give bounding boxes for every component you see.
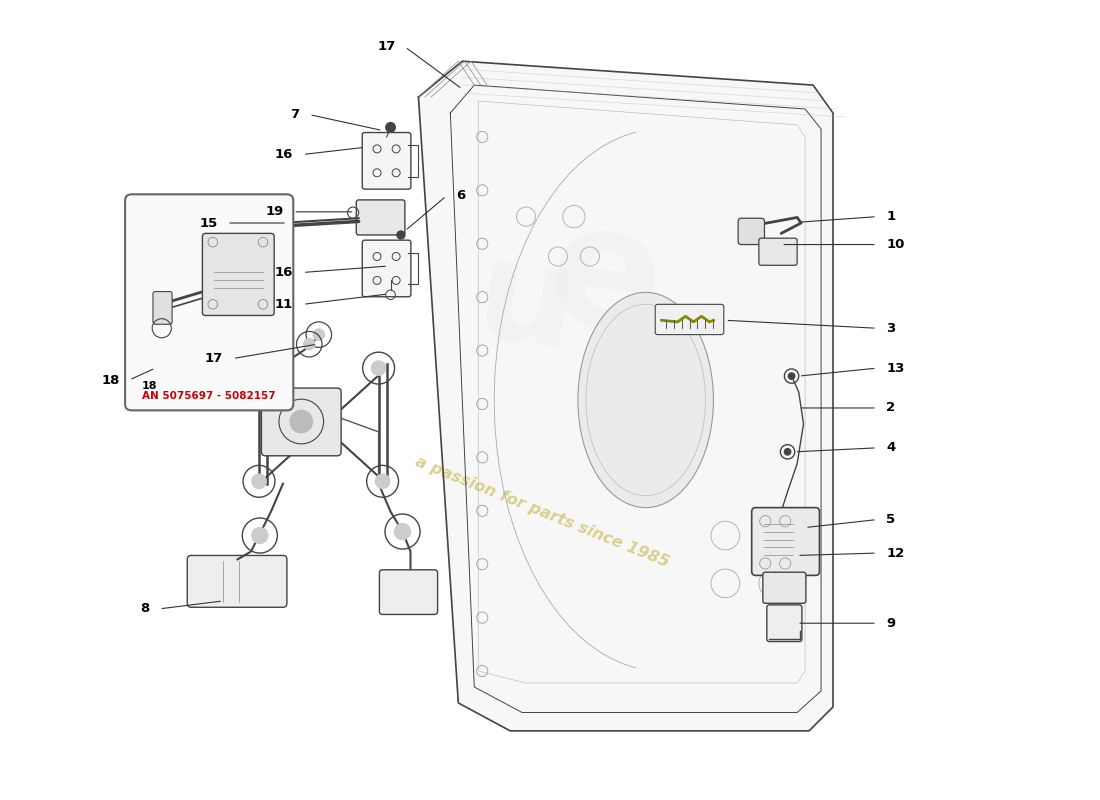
Text: 11: 11 (275, 298, 294, 311)
FancyBboxPatch shape (125, 194, 294, 410)
Circle shape (375, 474, 389, 489)
Circle shape (789, 373, 794, 379)
Circle shape (314, 329, 324, 340)
Text: 17: 17 (377, 40, 395, 54)
FancyBboxPatch shape (262, 388, 341, 456)
Text: 1: 1 (887, 210, 895, 223)
Circle shape (372, 361, 386, 375)
FancyBboxPatch shape (738, 218, 764, 245)
Text: 19: 19 (265, 206, 284, 218)
Circle shape (397, 231, 405, 239)
FancyBboxPatch shape (356, 200, 405, 235)
Text: u: u (468, 230, 584, 378)
FancyBboxPatch shape (767, 605, 802, 642)
FancyBboxPatch shape (202, 234, 274, 315)
Circle shape (290, 410, 312, 433)
Text: AN 5075697 - 5082157: AN 5075697 - 5082157 (142, 391, 275, 401)
Text: 18: 18 (101, 374, 120, 386)
Text: 16: 16 (275, 148, 294, 161)
Text: 7: 7 (290, 108, 299, 121)
Circle shape (252, 474, 266, 489)
Text: 2: 2 (887, 402, 895, 414)
Text: a passion for parts since 1985: a passion for parts since 1985 (412, 454, 671, 570)
FancyBboxPatch shape (763, 572, 806, 603)
Text: 6: 6 (455, 190, 465, 202)
FancyBboxPatch shape (379, 570, 438, 614)
FancyBboxPatch shape (751, 508, 820, 575)
Text: 9: 9 (887, 617, 895, 630)
Circle shape (395, 523, 410, 539)
FancyBboxPatch shape (656, 304, 724, 334)
FancyBboxPatch shape (362, 133, 411, 189)
Circle shape (386, 122, 395, 132)
Text: 18: 18 (142, 381, 157, 390)
Text: 16: 16 (275, 266, 294, 279)
FancyBboxPatch shape (187, 555, 287, 607)
Circle shape (784, 449, 791, 455)
Text: 10: 10 (887, 238, 905, 251)
Text: 8: 8 (141, 602, 150, 615)
Text: 4: 4 (887, 442, 895, 454)
Text: 13: 13 (887, 362, 905, 374)
FancyBboxPatch shape (362, 240, 411, 297)
Text: 12: 12 (887, 546, 904, 559)
FancyBboxPatch shape (759, 238, 797, 266)
Text: 17: 17 (205, 352, 223, 365)
Ellipse shape (578, 292, 714, 508)
FancyBboxPatch shape (265, 214, 289, 233)
Circle shape (304, 338, 315, 350)
Text: 5: 5 (887, 513, 895, 526)
Polygon shape (418, 61, 833, 731)
Text: 3: 3 (887, 322, 895, 334)
FancyBboxPatch shape (153, 291, 172, 324)
Text: 15: 15 (199, 217, 218, 230)
Circle shape (252, 361, 266, 375)
Circle shape (252, 527, 267, 543)
Text: e: e (539, 192, 673, 369)
